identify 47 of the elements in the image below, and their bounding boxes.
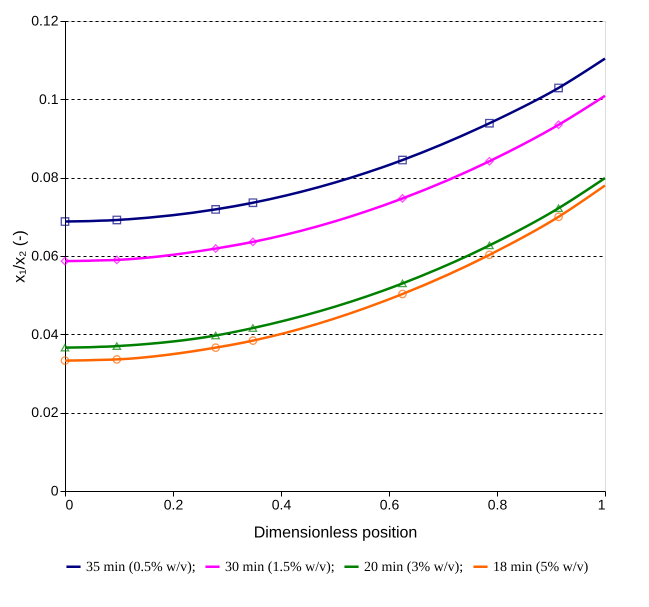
- x-tick-label: 0.4: [272, 496, 292, 512]
- y-axis-title: x₁/x₂ (-): [11, 230, 28, 283]
- point: [60, 217, 70, 226]
- point: [112, 256, 122, 264]
- point: [554, 212, 563, 222]
- x-tick-label: 0.6: [380, 496, 400, 512]
- y-tick-label: 0.04: [31, 326, 59, 342]
- point: [112, 355, 122, 364]
- y-tick-label: 0.06: [31, 248, 59, 264]
- legend-label: 20 min (3% w/v);: [364, 560, 464, 575]
- point: [211, 244, 220, 253]
- point: [485, 156, 494, 166]
- point: [60, 256, 70, 266]
- y-tick-label: 0.12: [31, 12, 59, 28]
- point: [248, 238, 258, 246]
- point: [248, 198, 258, 208]
- point: [112, 216, 122, 224]
- y-tick-label: 0.1: [39, 90, 59, 107]
- x-axis-title: Dimensionless position: [254, 524, 418, 542]
- point: [398, 280, 407, 288]
- point: [485, 250, 494, 260]
- point: [398, 290, 407, 298]
- x-tick-label: 0: [66, 496, 74, 512]
- point: [554, 120, 563, 130]
- point: [248, 324, 258, 332]
- y-tick-label: 0: [50, 482, 59, 498]
- point: [60, 356, 70, 365]
- point: [485, 242, 494, 250]
- legend-label: 30 min (1.5% w/v);: [225, 560, 335, 575]
- x-tick-label: 1: [598, 496, 606, 512]
- point: [398, 194, 407, 203]
- point: [554, 204, 563, 212]
- y-tick-label: 0.08: [31, 169, 59, 186]
- point: [211, 343, 220, 352]
- legend-label: 18 min (5% w/v): [493, 560, 589, 575]
- point: [211, 332, 220, 340]
- point: [60, 344, 70, 352]
- point: [112, 342, 122, 350]
- y-tick-label: 0.02: [31, 404, 59, 420]
- point: [485, 118, 494, 128]
- point: [248, 336, 258, 345]
- point: [398, 156, 407, 164]
- legend-label: 35 min (0.5% w/v);: [86, 560, 196, 575]
- point: [211, 205, 220, 214]
- point: [554, 84, 563, 92]
- x-tick-label: 0.8: [488, 496, 508, 512]
- x-tick-label: 0.2: [164, 496, 184, 512]
